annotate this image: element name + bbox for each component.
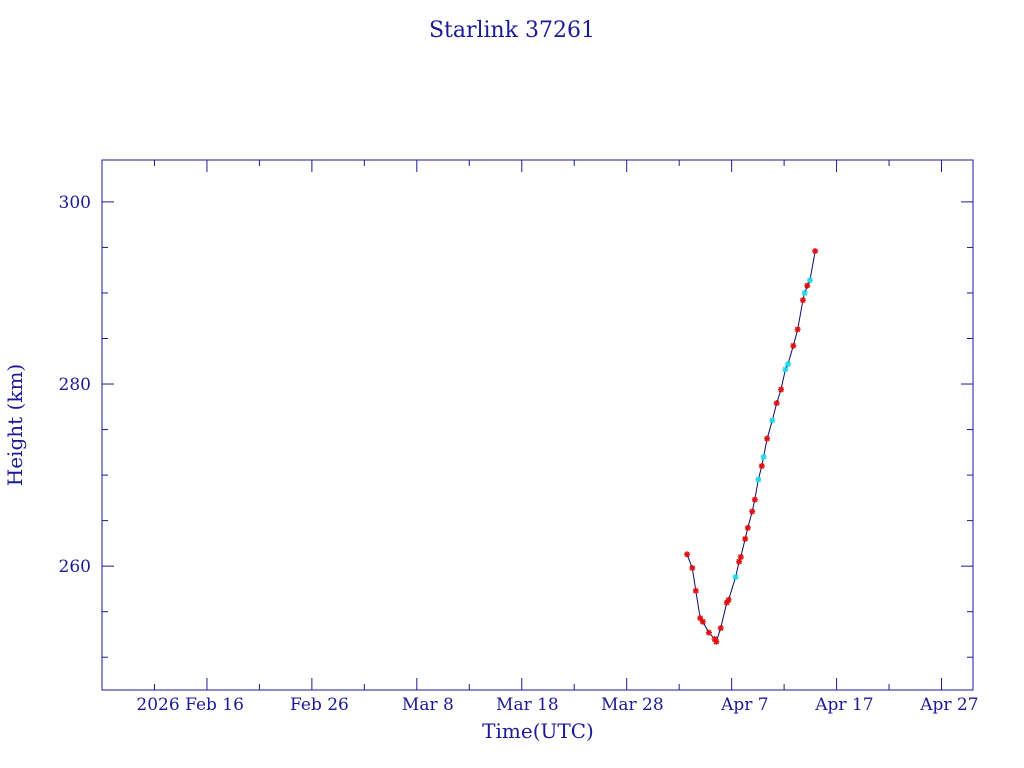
data-point	[769, 417, 776, 424]
y-axis-label: Height (km)	[3, 364, 27, 486]
y-tick-label: 280	[59, 375, 91, 395]
x-tick-label: Apr 17	[814, 695, 873, 715]
data-point	[760, 453, 767, 460]
data-point	[812, 248, 819, 255]
data-point	[790, 342, 797, 349]
data-point	[799, 297, 806, 304]
data-point	[697, 615, 704, 622]
x-tick-label: 2026 Feb 16	[136, 695, 244, 715]
data-point	[737, 554, 744, 561]
data-point	[705, 629, 712, 636]
y-tick-labels: 260 280 300	[59, 193, 91, 577]
data-point	[689, 564, 696, 571]
data-point	[751, 496, 758, 503]
data-point	[717, 625, 724, 632]
data-point	[742, 535, 749, 542]
data-point	[758, 462, 765, 469]
data-point	[755, 476, 762, 483]
data-point	[764, 435, 771, 442]
data-point	[773, 400, 780, 407]
x-tick-label: Mar 28	[601, 695, 664, 715]
data-point	[782, 366, 789, 373]
data-point	[744, 524, 751, 531]
x-tick-label: Apr 7	[720, 695, 769, 715]
y-tick-label: 260	[59, 557, 91, 577]
data-point	[801, 289, 808, 296]
data-point	[732, 574, 739, 581]
plot-frame	[101, 159, 974, 691]
data-point	[804, 282, 811, 289]
data-point	[749, 508, 756, 515]
x-tick-label: Apr 27	[919, 695, 978, 715]
x-tick-label: Mar 18	[496, 695, 559, 715]
data-markers	[684, 248, 819, 645]
x-tick-label: Feb 26	[290, 695, 349, 715]
data-point	[794, 326, 801, 333]
height-series-line	[686, 251, 816, 643]
x-tick-labels: 2026 Feb 16 Feb 26 Mar 8 Mar 18 Mar 28 Apr 7 A…	[136, 695, 978, 715]
data-point	[692, 587, 699, 594]
data-point	[806, 277, 813, 284]
data-point	[785, 360, 792, 367]
data-point	[684, 551, 691, 558]
x-tick-label: Mar 8	[402, 695, 454, 715]
data-point	[713, 638, 720, 645]
data-point	[725, 596, 732, 603]
data-point	[778, 386, 785, 393]
data-point	[699, 618, 706, 625]
chart-title: Starlink 37261	[429, 18, 595, 43]
y-tick-label: 300	[59, 193, 91, 213]
axis-ticks	[102, 160, 973, 690]
x-axis-label: Time(UTC)	[482, 719, 594, 743]
